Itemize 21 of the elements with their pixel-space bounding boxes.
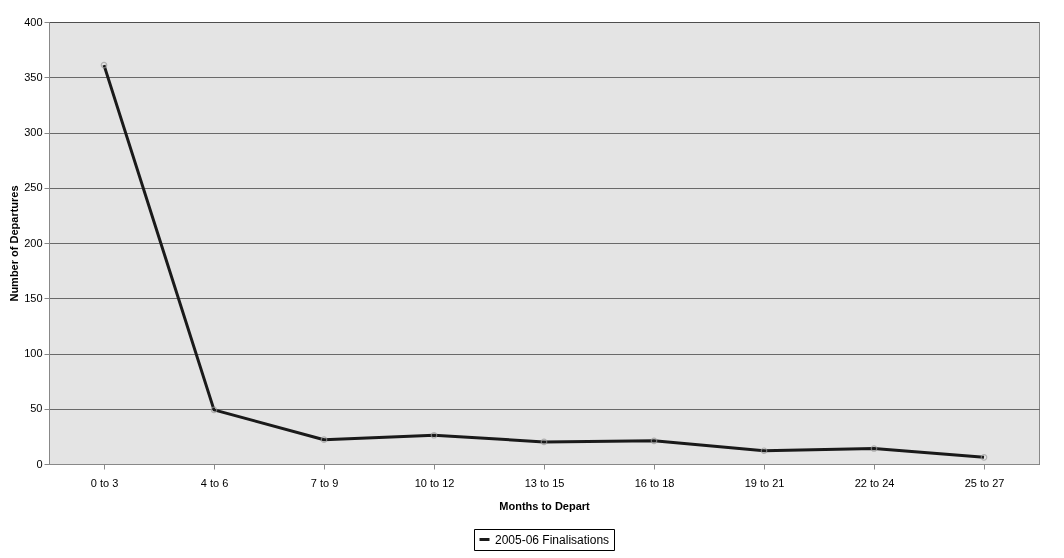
x-tick-label: 4 to 6 (200, 476, 229, 489)
y-tick-label: 50 (30, 402, 43, 415)
y-tick-label: 400 (24, 15, 43, 28)
x-tick-label: 7 to 9 (310, 476, 339, 489)
y-tick-label: 200 (24, 236, 43, 249)
x-tick-label: 16 to 18 (634, 476, 675, 489)
y-tick-label: 150 (24, 291, 43, 304)
y-tick-label: 250 (24, 181, 43, 194)
x-tick-label: 22 to 24 (854, 476, 895, 489)
x-axis-title: Months to Depart (499, 499, 591, 512)
x-tick-label: 0 to 3 (90, 476, 119, 489)
x-tick-label: 19 to 21 (744, 476, 785, 489)
x-tick-label: 13 to 15 (524, 476, 565, 489)
y-axis-title: Number of Departures (8, 185, 21, 302)
x-tick-label: 10 to 12 (414, 476, 455, 489)
y-tick-label: 100 (24, 347, 43, 359)
y-tick-label: 0 (36, 457, 43, 470)
y-tick-label: 350 (24, 70, 43, 83)
y-tick-label: 300 (24, 126, 43, 138)
x-tick-label: 25 to 27 (964, 476, 1005, 489)
legend-label: 2005-06 Finalisations (495, 532, 610, 547)
